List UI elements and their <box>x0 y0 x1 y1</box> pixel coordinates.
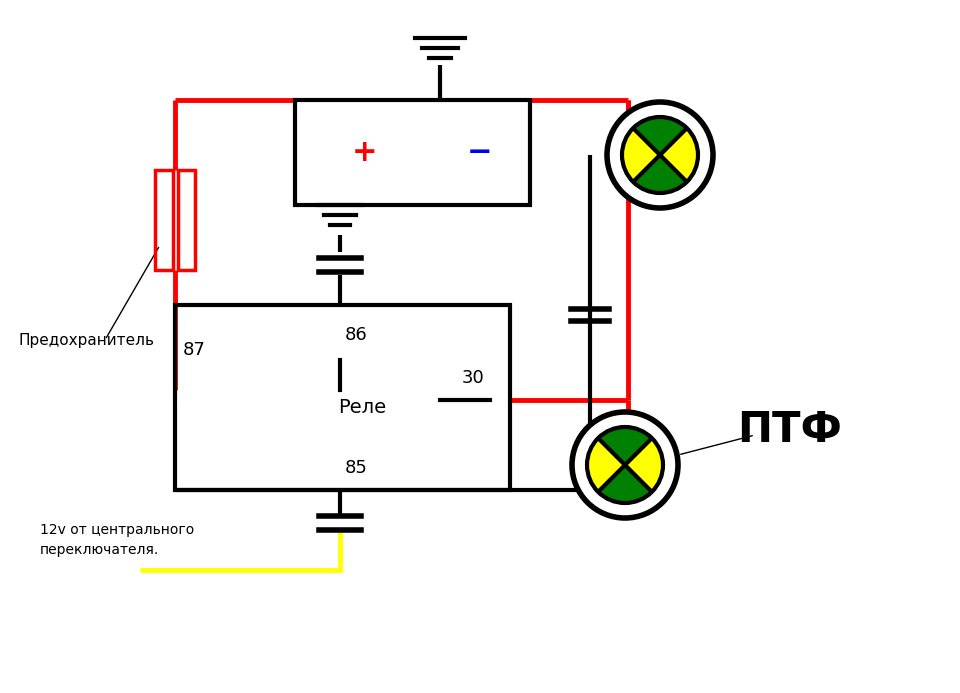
Text: +: + <box>352 138 378 167</box>
Text: Реле: Реле <box>339 398 387 417</box>
Text: ПТФ: ПТФ <box>737 409 843 451</box>
Wedge shape <box>634 155 686 193</box>
Wedge shape <box>598 427 652 465</box>
Bar <box>175 305 510 490</box>
Text: Предохранитель: Предохранитель <box>18 333 154 347</box>
Text: 86: 86 <box>345 326 368 344</box>
Circle shape <box>607 102 713 208</box>
Bar <box>155 170 173 270</box>
Wedge shape <box>598 465 652 503</box>
Text: 30: 30 <box>462 369 485 387</box>
Wedge shape <box>625 438 663 492</box>
Wedge shape <box>587 438 625 492</box>
Text: 85: 85 <box>345 459 368 477</box>
Text: −: − <box>468 138 492 167</box>
Wedge shape <box>622 128 660 182</box>
Text: 87: 87 <box>183 341 205 359</box>
Wedge shape <box>660 128 698 182</box>
Bar <box>295 100 530 205</box>
Bar <box>178 170 195 270</box>
Text: 12v от центрального: 12v от центрального <box>40 523 194 537</box>
Text: переключателя.: переключателя. <box>40 543 159 557</box>
Circle shape <box>572 412 678 518</box>
Wedge shape <box>634 117 686 155</box>
